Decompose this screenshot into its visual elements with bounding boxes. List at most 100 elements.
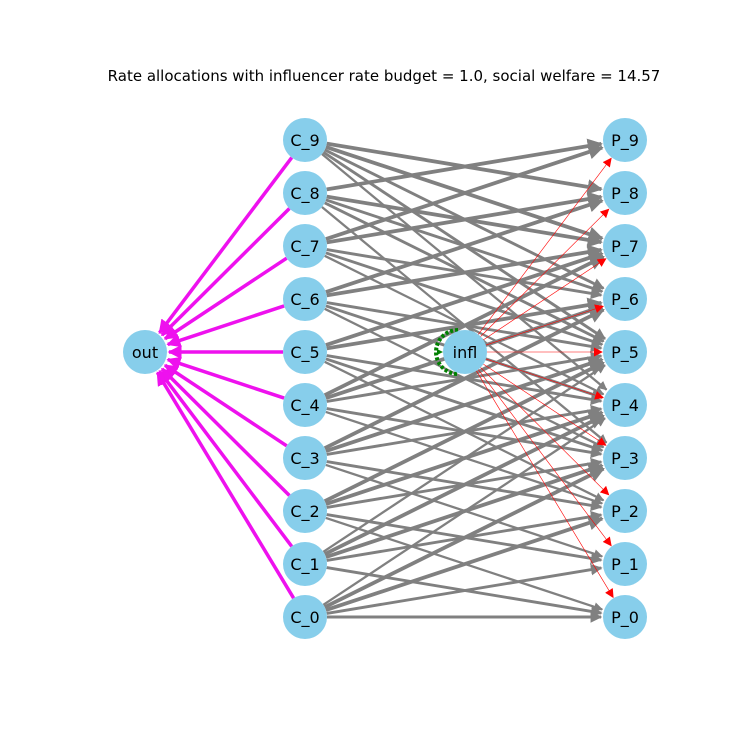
node-p9[interactable]: P_9 [603,118,647,162]
node-circle [283,171,327,215]
node-label: C_2 [290,502,319,522]
consumer-to-out-edges [155,156,296,600]
node-p0[interactable]: P_0 [603,595,647,639]
influencer-to-producer-edges [476,157,614,599]
edge-c8-out [160,207,291,337]
node-c3[interactable]: C_3 [283,436,327,480]
node-label: P_9 [611,131,639,151]
edge-c6-p8 [325,197,604,294]
node-label: C_7 [290,237,319,257]
influencer-self-loop [434,328,459,376]
node-label: C_3 [290,449,319,469]
node-label: C_4 [290,396,319,416]
node-circle [603,224,647,268]
node-circle [603,118,647,162]
consumer-to-producer-edges [321,138,608,623]
node-circle [283,118,327,162]
node-p1[interactable]: P_1 [603,542,647,586]
node-label: P_5 [611,343,639,363]
node-circle [123,330,167,374]
node-c9[interactable]: C_9 [283,118,327,162]
edge-c3-out [163,363,288,448]
edge-c1-out [158,370,294,548]
node-circle [603,171,647,215]
node-label: P_3 [611,449,639,469]
node-c4[interactable]: C_4 [283,383,327,427]
node-p8[interactable]: P_8 [603,171,647,215]
edge-infl-p9 [478,157,612,335]
node-label: C_5 [290,343,319,363]
node-circle [603,277,647,321]
node-label: P_0 [611,608,639,628]
node-circle [283,542,327,586]
edge-c5-p7 [325,250,604,347]
edge-c0-out [155,371,296,600]
node-circle [603,595,647,639]
node-label: C_6 [290,290,319,310]
node-label: P_1 [611,555,639,575]
edge-c4-p7 [323,254,605,397]
node-p5[interactable]: P_5 [603,330,647,374]
edge-c7-p8 [326,191,603,245]
edge-c7-p9 [325,144,604,241]
node-label: P_2 [611,502,639,522]
edge-c2-p5 [323,360,605,503]
edge-infl-p7 [483,258,607,341]
edge-infl-p8 [480,208,610,337]
edge-c0-p3 [323,466,605,609]
self-loop-arrowhead [437,349,443,355]
edge-c0-p1 [326,563,603,615]
node-label: P_8 [611,184,639,204]
node-circle [603,383,647,427]
edge-infl-p0 [476,370,614,599]
node-p6[interactable]: P_6 [603,277,647,321]
edge-c6-out [166,304,285,348]
node-label: infl [453,343,478,362]
node-label: C_0 [290,608,319,628]
graph-nodes: out infl C_0 C_1 C_2 C_3 C_4 C_5 C_6 C_7 C_8 C_9 P_0… [123,118,647,639]
edge-infl-p6 [485,304,605,346]
edge-c0-p4 [322,417,606,606]
edge-infl-p4 [485,358,605,400]
edge-c0-p2 [325,515,604,612]
node-infl[interactable]: infl [443,330,487,374]
node-label: C_8 [290,184,319,204]
node-circle [283,489,327,533]
edge-c9-out [158,156,294,334]
edge-c7-out [163,256,288,341]
node-c8[interactable]: C_8 [283,171,327,215]
node-p4[interactable]: P_4 [603,383,647,427]
edge-c2-out [160,367,291,497]
node-c6[interactable]: C_6 [283,277,327,321]
edge-infl-p1 [478,369,612,547]
edge-c6-p7 [326,244,603,298]
edge-c3-p6 [323,307,605,450]
chart-title: Rate allocations with influencer rate bu… [108,67,661,85]
node-c0[interactable]: C_0 [283,595,327,639]
node-circle [603,489,647,533]
node-out[interactable]: out [123,330,167,374]
node-circle [283,330,327,374]
node-label: P_7 [611,237,639,257]
node-p2[interactable]: P_2 [603,489,647,533]
node-circle [283,383,327,427]
node-c5[interactable]: C_5 [283,330,327,374]
node-label: C_9 [290,131,319,151]
node-label: C_1 [290,555,319,575]
node-label: P_6 [611,290,639,310]
node-c7[interactable]: C_7 [283,224,327,268]
edge-infl-p2 [480,367,610,496]
edge-c1-p5 [322,364,606,553]
edge-c1-p4 [323,413,605,556]
node-label: out [132,343,158,362]
node-p7[interactable]: P_7 [603,224,647,268]
node-p3[interactable]: P_3 [603,436,647,480]
node-c2[interactable]: C_2 [283,489,327,533]
edge-c8-p9 [326,138,603,192]
edge-c4-out [166,356,285,400]
node-c1[interactable]: C_1 [283,542,327,586]
edge-infl-p3 [483,363,607,446]
node-label: P_4 [611,396,639,416]
node-circle [603,542,647,586]
